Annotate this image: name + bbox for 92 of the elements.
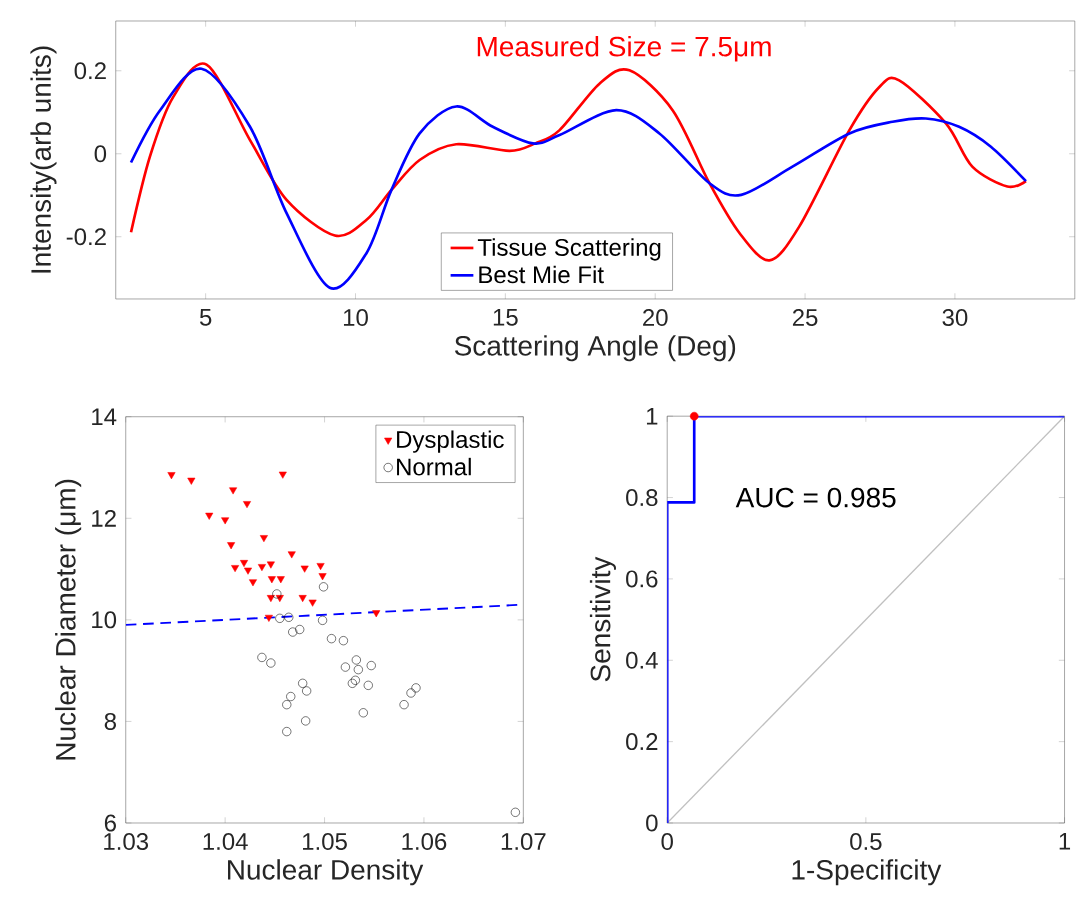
x-tick-label: 25: [792, 309, 818, 327]
point: [284, 612, 294, 622]
legend-label: Tissue Scattering: [477, 238, 661, 261]
point: [227, 542, 236, 550]
y-axis-title: Sensitivity: [589, 556, 616, 682]
x-tick-label: 1: [1059, 833, 1071, 850]
point: [243, 501, 251, 509]
y-tick-label: 0.8: [626, 489, 658, 507]
point: [276, 576, 285, 584]
legend-label: Normal: [397, 457, 471, 476]
point: [363, 680, 373, 690]
point: [316, 563, 325, 571]
point: [351, 655, 361, 665]
x-tick-label: 5: [199, 309, 212, 326]
point: [411, 683, 421, 693]
point: [205, 512, 214, 520]
point: [257, 652, 267, 662]
x-tick-label: 0: [661, 833, 673, 851]
y-tick-label: 8: [104, 712, 116, 730]
point: [221, 517, 230, 525]
y-tick-label: 0.4: [626, 651, 658, 669]
point: [319, 582, 329, 592]
point: [298, 678, 308, 688]
point: [326, 634, 337, 644]
legend-label: Best Mie Fit: [479, 265, 604, 284]
annotation: Measured Size = 7.5μm: [477, 35, 771, 62]
point: [288, 627, 298, 637]
x-tick-label: 15: [493, 309, 518, 326]
point: [406, 688, 416, 698]
point: [266, 561, 275, 569]
y-tick-label: 0: [94, 145, 107, 163]
y-tick-label: 0.2: [626, 733, 658, 751]
point: [229, 487, 238, 495]
y-tick-label: 0.6: [626, 570, 658, 588]
point: [257, 564, 266, 572]
y-axis-title: Intensity(arb units): [30, 46, 57, 273]
y-tick-label: 0: [646, 814, 658, 832]
point: [302, 686, 312, 696]
point: [249, 579, 257, 587]
point: [272, 589, 282, 599]
x-tick-label: 10: [343, 309, 368, 327]
x-axis-title: 1-Specificity: [792, 859, 942, 886]
y-tick-label: 10: [92, 611, 117, 629]
x-axis-title: Nuclear Density: [228, 859, 424, 886]
y-axis-title: Nuclear Diameter (μm): [55, 479, 82, 760]
annotation: AUC = 0.985: [735, 487, 896, 508]
x-tick-label: 0.5: [850, 833, 882, 851]
x-tick-label: 1.03: [104, 833, 149, 851]
point: [298, 595, 307, 603]
point: [358, 708, 368, 718]
point: [295, 624, 305, 635]
y-tick-label: 12: [92, 509, 116, 527]
y-tick-label: 14: [92, 408, 117, 425]
point: [287, 551, 296, 559]
point: [399, 700, 409, 710]
point: [187, 477, 196, 485]
point: [366, 661, 376, 671]
y-tick-label: 0.2: [74, 62, 106, 80]
y-tick-label: 6: [104, 814, 116, 832]
point: [318, 573, 327, 581]
x-tick-label: 30: [942, 309, 968, 327]
point: [278, 471, 287, 479]
point: [282, 700, 292, 710]
point: [300, 565, 309, 573]
point: [266, 658, 276, 668]
x-tick-label: 20: [643, 309, 668, 327]
point: [338, 636, 348, 646]
point: [267, 576, 276, 584]
y-tick-label: -0.2: [66, 228, 106, 246]
legend-label: Dysplastic: [397, 430, 504, 453]
point: [301, 716, 311, 726]
point: [264, 614, 273, 622]
x-tick-label: 1.07: [501, 833, 546, 851]
point: [340, 662, 350, 672]
point: [231, 565, 240, 573]
point: [308, 599, 317, 607]
x-axis-title: Scattering Angle (Deg): [454, 335, 736, 362]
point: [353, 665, 363, 675]
point: [240, 560, 248, 568]
point: [275, 613, 285, 623]
point: [286, 692, 296, 702]
point: [244, 567, 252, 575]
point: [167, 472, 176, 480]
point: [510, 807, 520, 817]
point: [282, 727, 292, 737]
point: [372, 610, 381, 618]
point: [318, 615, 328, 625]
y-tick-label: 1: [646, 407, 658, 425]
x-tick-label: 1.05: [303, 833, 347, 851]
x-tick-label: 1.06: [402, 833, 447, 851]
point: [259, 535, 268, 543]
x-tick-label: 1.04: [203, 833, 248, 851]
